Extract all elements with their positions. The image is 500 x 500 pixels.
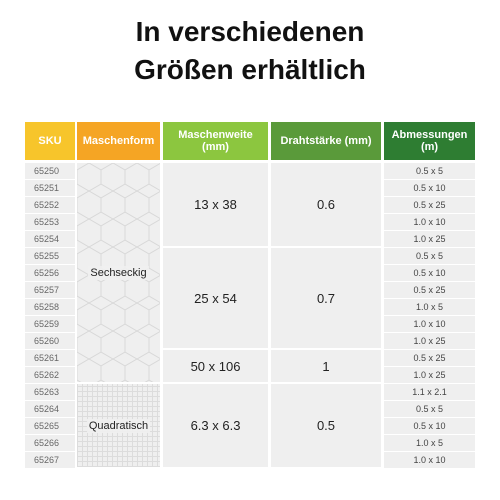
sku-cell: 65265	[25, 418, 75, 434]
dimension-cell: 1.0 x 25	[384, 333, 475, 349]
dimension-cell: 0.5 x 5	[384, 248, 475, 264]
sku-cell: 65266	[25, 435, 75, 451]
wire-cell: 1	[271, 350, 381, 382]
form-label: Quadratisch	[86, 418, 151, 433]
title-line: In verschiedenen	[135, 16, 365, 47]
sku-cell: 65263	[25, 384, 75, 400]
dimension-cell: 0.5 x 10	[384, 265, 475, 281]
dimension-cell: 1.0 x 5	[384, 299, 475, 315]
sku-cell: 65255	[25, 248, 75, 264]
dimension-cell: 0.5 x 5	[384, 163, 475, 179]
mesh-size-cell: 6.3 x 6.3	[163, 384, 268, 467]
mesh-form-cell: Sechseckig	[77, 163, 160, 382]
sku-cell: 65257	[25, 282, 75, 298]
mesh-form-cell: Quadratisch	[77, 384, 160, 467]
column-header: Maschenform	[77, 122, 160, 160]
dimension-cell: 1.0 x 25	[384, 231, 475, 247]
dimension-cell: 1.1 x 2.1	[384, 384, 475, 400]
dimension-cell: 1.0 x 10	[384, 316, 475, 332]
sku-cell: 65262	[25, 367, 75, 383]
title-line: Größen erhältlich	[134, 54, 366, 85]
sku-cell: 65258	[25, 299, 75, 315]
mesh-size-cell: 13 x 38	[163, 163, 268, 246]
dimension-cell: 1.0 x 10	[384, 452, 475, 468]
wire-cell: 0.5	[271, 384, 381, 467]
column-header: Maschenweite (mm)	[163, 122, 268, 160]
dimension-cell: 1.0 x 5	[384, 435, 475, 451]
sku-cell: 65260	[25, 333, 75, 349]
dimension-cell: 0.5 x 5	[384, 401, 475, 417]
sku-cell: 65264	[25, 401, 75, 417]
wire-cell: 0.7	[271, 248, 381, 348]
column-header: Abmessungen (m)	[384, 122, 475, 160]
column-header: SKU	[25, 122, 75, 160]
sku-cell: 65254	[25, 231, 75, 247]
mesh-size-cell: 25 x 54	[163, 248, 268, 348]
wire-cell: 0.6	[271, 163, 381, 246]
sku-cell: 65256	[25, 265, 75, 281]
column-header: Drahtstärke (mm)	[271, 122, 381, 160]
sku-cell: 65251	[25, 180, 75, 196]
sku-cell: 65253	[25, 214, 75, 230]
mesh-size-cell: 50 x 106	[163, 350, 268, 382]
sku-cell: 65250	[25, 163, 75, 179]
form-label: Sechseckig	[88, 265, 149, 280]
sku-cell: 65267	[25, 452, 75, 468]
dimension-cell: 0.5 x 25	[384, 350, 475, 366]
dimension-cell: 1.0 x 25	[384, 367, 475, 383]
sku-cell: 65259	[25, 316, 75, 332]
sku-cell: 65252	[25, 197, 75, 213]
sku-cell: 65261	[25, 350, 75, 366]
dimension-cell: 0.5 x 25	[384, 282, 475, 298]
dimension-cell: 1.0 x 10	[384, 214, 475, 230]
dimension-cell: 0.5 x 10	[384, 180, 475, 196]
dimension-cell: 0.5 x 10	[384, 418, 475, 434]
dimension-cell: 0.5 x 25	[384, 197, 475, 213]
